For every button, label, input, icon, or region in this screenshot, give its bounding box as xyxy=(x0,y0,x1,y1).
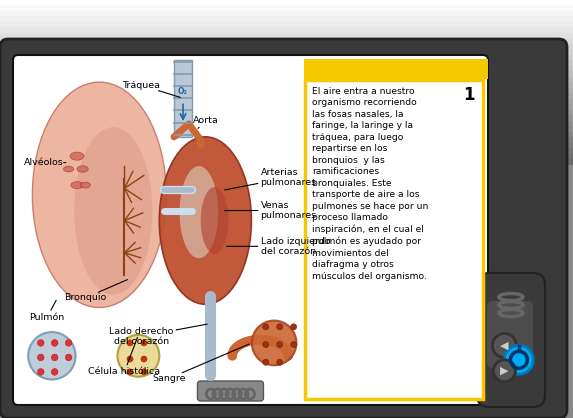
Bar xyxy=(0,5,573,11)
Ellipse shape xyxy=(179,166,218,258)
Bar xyxy=(0,110,573,115)
Ellipse shape xyxy=(64,166,74,172)
Circle shape xyxy=(262,324,269,330)
Text: Arterias
pulmonares: Arterias pulmonares xyxy=(225,168,317,190)
Ellipse shape xyxy=(74,127,152,295)
Text: ▶: ▶ xyxy=(500,366,509,376)
Text: Pulmón: Pulmón xyxy=(30,300,65,322)
Text: Célula histólica: Célula histólica xyxy=(88,337,160,376)
Ellipse shape xyxy=(32,82,166,308)
Bar xyxy=(0,148,573,154)
Circle shape xyxy=(127,356,133,362)
Bar xyxy=(0,77,573,82)
FancyBboxPatch shape xyxy=(487,301,533,368)
Circle shape xyxy=(141,369,147,375)
Bar xyxy=(0,33,573,38)
Bar xyxy=(0,93,573,99)
Bar xyxy=(0,121,573,127)
Circle shape xyxy=(127,340,133,346)
Bar xyxy=(0,55,573,61)
Bar xyxy=(0,132,573,138)
Circle shape xyxy=(492,334,516,357)
Bar xyxy=(0,138,573,143)
Text: ◀: ◀ xyxy=(500,341,509,351)
Bar xyxy=(0,11,573,16)
Text: 1: 1 xyxy=(464,86,475,104)
Bar xyxy=(174,59,192,137)
Circle shape xyxy=(28,332,76,380)
Circle shape xyxy=(504,345,533,374)
Bar xyxy=(18,59,304,79)
Bar xyxy=(0,71,573,77)
Ellipse shape xyxy=(77,166,88,172)
Bar xyxy=(0,159,573,165)
Circle shape xyxy=(262,359,269,365)
Bar xyxy=(305,80,483,399)
FancyBboxPatch shape xyxy=(13,55,488,405)
Bar xyxy=(0,115,573,121)
Ellipse shape xyxy=(201,187,229,254)
Circle shape xyxy=(141,356,147,362)
Bar xyxy=(0,49,573,55)
FancyBboxPatch shape xyxy=(0,39,567,418)
Circle shape xyxy=(291,324,297,330)
Bar xyxy=(0,104,573,110)
Circle shape xyxy=(277,359,282,365)
Bar xyxy=(0,66,573,71)
Text: Aorta: Aorta xyxy=(193,116,218,128)
Bar xyxy=(0,99,573,104)
Text: Lado derecho
del corazón: Lado derecho del corazón xyxy=(109,324,207,346)
Circle shape xyxy=(493,360,515,382)
Circle shape xyxy=(65,339,72,346)
Circle shape xyxy=(291,342,297,348)
Circle shape xyxy=(37,339,44,346)
Bar xyxy=(0,22,573,28)
Circle shape xyxy=(262,342,269,348)
Circle shape xyxy=(277,342,282,348)
Text: Bronquio: Bronquio xyxy=(64,280,127,302)
Ellipse shape xyxy=(159,137,252,304)
Text: Alvéolos: Alvéolos xyxy=(24,158,66,167)
Bar xyxy=(0,60,573,66)
Circle shape xyxy=(65,354,72,361)
Circle shape xyxy=(52,339,58,346)
Text: Lado izquierdo
del corazón: Lado izquierdo del corazón xyxy=(226,237,330,256)
Bar xyxy=(0,154,573,160)
Bar xyxy=(0,143,573,148)
Circle shape xyxy=(52,369,58,375)
Circle shape xyxy=(37,369,44,375)
Circle shape xyxy=(277,324,282,330)
Text: Tráquea: Tráquea xyxy=(122,81,180,97)
Ellipse shape xyxy=(71,181,83,189)
Text: El aire entra a nuestro
organismo recorriendo
las fosas nasales, la
faringe, la : El aire entra a nuestro organismo recorr… xyxy=(312,87,429,280)
Bar xyxy=(0,38,573,44)
Ellipse shape xyxy=(70,152,84,160)
Bar xyxy=(0,0,573,5)
Bar xyxy=(304,59,488,79)
Circle shape xyxy=(117,335,159,377)
Bar xyxy=(0,88,573,94)
Text: O₂: O₂ xyxy=(178,87,188,96)
Ellipse shape xyxy=(80,182,91,188)
Circle shape xyxy=(37,354,44,361)
Bar xyxy=(0,44,573,49)
Circle shape xyxy=(141,340,147,346)
Bar xyxy=(0,126,573,132)
FancyBboxPatch shape xyxy=(198,381,264,401)
Bar xyxy=(0,28,573,33)
Circle shape xyxy=(252,321,296,365)
Circle shape xyxy=(127,369,133,375)
Bar xyxy=(0,82,573,88)
Text: Sangre: Sangre xyxy=(152,344,249,383)
FancyBboxPatch shape xyxy=(477,273,545,407)
Bar xyxy=(0,16,573,22)
Text: Venas
pulmonares: Venas pulmonares xyxy=(225,201,317,220)
Circle shape xyxy=(52,354,58,361)
